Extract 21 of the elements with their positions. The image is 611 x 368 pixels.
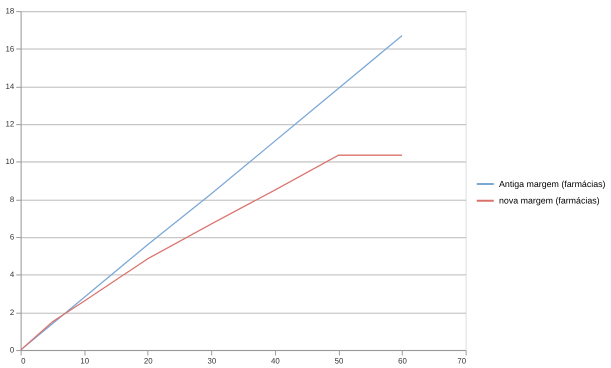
y-tick-label: 6: [10, 232, 15, 242]
y-tick-label: 2: [10, 308, 14, 317]
x-tick-label: 30: [207, 356, 217, 366]
y-tick-label: 16: [6, 44, 15, 54]
x-tick-label: 70: [457, 356, 467, 366]
y-tick-label: 18: [6, 6, 15, 16]
x-tick-label: 50: [334, 356, 344, 366]
y-tick-label: 12: [6, 120, 14, 129]
y-tick-label: 0: [10, 346, 15, 355]
x-tick-label: 0: [21, 356, 26, 366]
legend-label: nova margem (farmácias): [499, 196, 600, 206]
y-tick-label: 14: [6, 82, 15, 91]
y-tick-label: 8: [10, 194, 15, 204]
x-tick-label: 20: [144, 356, 154, 366]
legend-label: Antiga margem (farmácias): [499, 178, 606, 189]
line-series: [20, 154, 403, 351]
x-tick-label: 40: [271, 356, 280, 366]
y-tick-label: 4: [10, 270, 15, 280]
x-tick-label: 60: [398, 356, 408, 366]
y-tick-label: 10: [6, 157, 15, 166]
x-tick-label: 10: [80, 356, 90, 366]
